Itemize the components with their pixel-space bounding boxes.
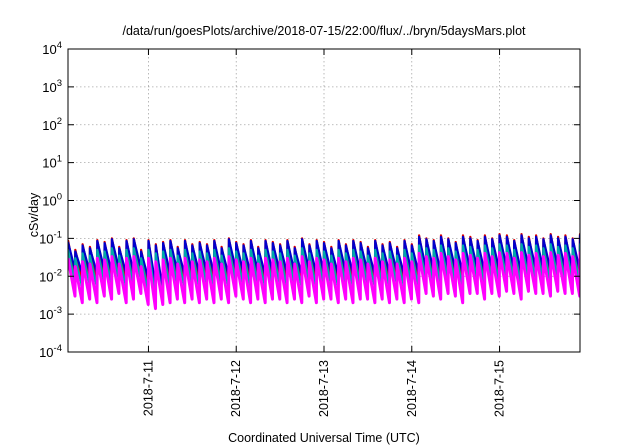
x-tick-label: 2018-7-12 (229, 360, 243, 417)
y-tick-label: 10-3 (39, 305, 62, 322)
y-axis-label: cSv/day (27, 192, 41, 237)
y-tick-label: 10-2 (39, 267, 62, 284)
y-axis: 10-4 10-3 10-2 10-1 100 101 102 103 104 (39, 40, 580, 360)
series-line (68, 251, 580, 311)
x-axis: 2018-7-11 2018-7-12 2018-7-13 2018-7-14 2018… (141, 49, 507, 417)
y-tick-label: 103 (42, 78, 62, 95)
x-tick-label: 2018-7-15 (493, 360, 507, 417)
x-tick-label: 2018-7-11 (141, 360, 155, 416)
y-tick-label: 100 (42, 192, 62, 209)
y-tick-label: 10-4 (39, 343, 62, 360)
x-tick-label: 2018-7-13 (317, 360, 331, 417)
x-axis-label: Coordinated Universal Time (UTC) (228, 431, 420, 445)
y-tick-label: 102 (42, 116, 62, 133)
y-tick-label: 104 (42, 40, 62, 57)
chart-title: /data/run/goesPlots/archive/2018-07-15/2… (122, 24, 526, 38)
y-tick-label: 101 (42, 154, 62, 171)
series-group (68, 233, 580, 311)
x-tick-label: 2018-7-14 (405, 360, 419, 417)
y-tick-label: 10-1 (39, 229, 62, 246)
